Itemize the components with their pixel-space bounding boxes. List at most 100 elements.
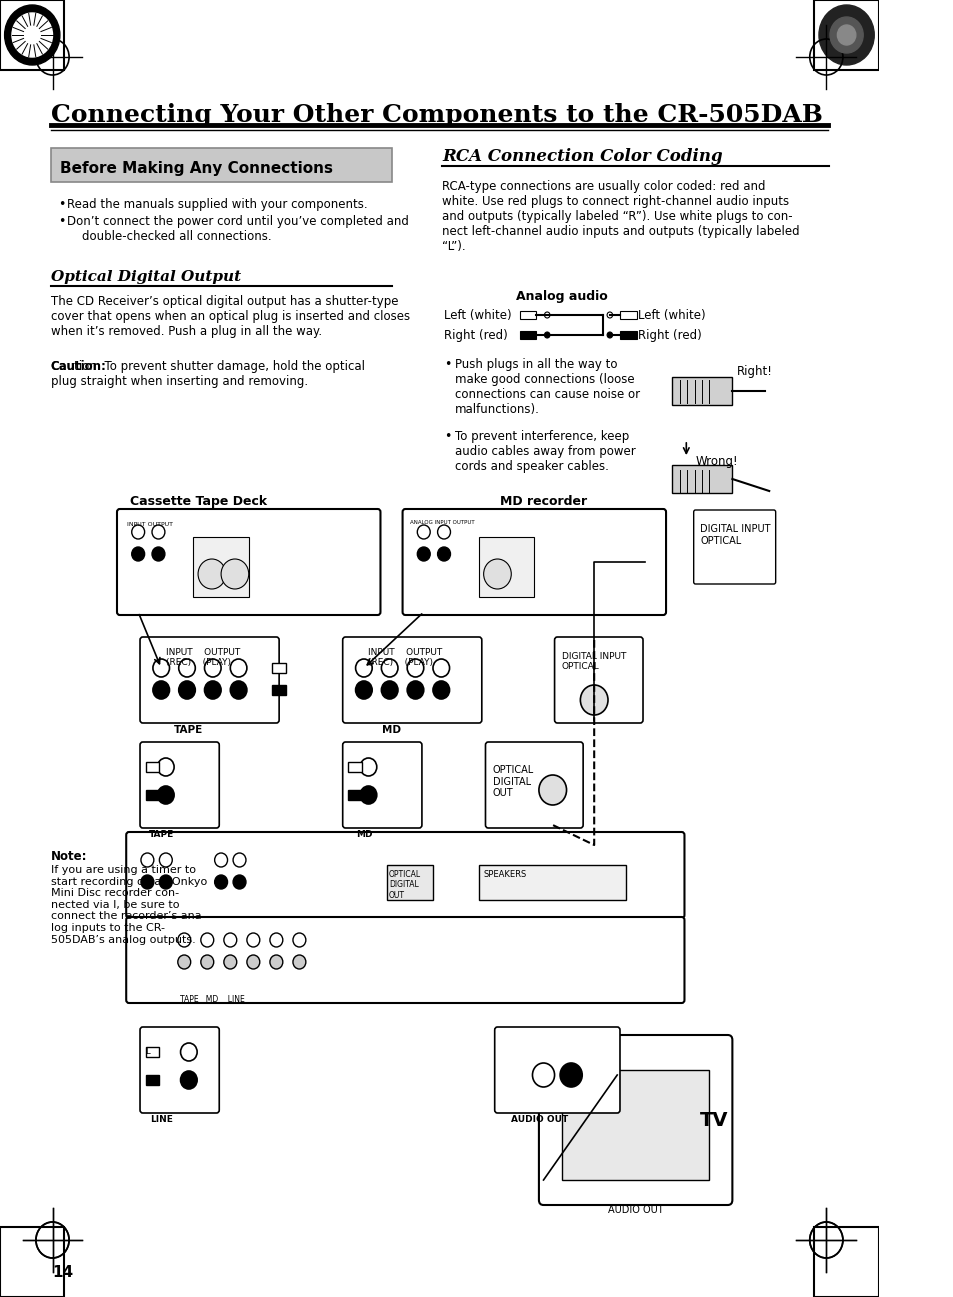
Circle shape (230, 681, 247, 699)
Bar (814, 0, 878, 70)
Circle shape (538, 776, 566, 805)
Circle shape (270, 933, 282, 947)
Circle shape (837, 25, 855, 45)
Circle shape (829, 17, 862, 53)
Text: TAPE   MD    LINE: TAPE MD LINE (179, 995, 244, 1004)
Circle shape (204, 681, 221, 699)
Circle shape (355, 659, 372, 677)
Text: Connecting Your Other Components to the CR-505DAB: Connecting Your Other Components to the … (51, 102, 821, 127)
FancyBboxPatch shape (140, 742, 219, 827)
FancyBboxPatch shape (140, 637, 279, 722)
Circle shape (178, 659, 195, 677)
Bar (146, 1075, 159, 1086)
Text: •: • (58, 198, 66, 211)
Bar (272, 663, 285, 673)
Text: Cassette Tape Deck: Cassette Tape Deck (130, 495, 266, 508)
Bar (814, 1227, 878, 1297)
Circle shape (198, 559, 226, 589)
Circle shape (159, 875, 172, 888)
Circle shape (141, 853, 153, 866)
Bar (348, 763, 361, 772)
Circle shape (416, 547, 430, 562)
Circle shape (224, 933, 236, 947)
Text: If you are using a timer to
start recording on an Onkyo
Mini Disc recorder con-
: If you are using a timer to start record… (51, 865, 207, 944)
Circle shape (152, 681, 170, 699)
Circle shape (152, 547, 165, 562)
Text: MD recorder: MD recorder (499, 495, 586, 508)
Text: Note:: Note: (51, 850, 87, 863)
Text: AUDIO OUT: AUDIO OUT (607, 1205, 662, 1215)
Circle shape (159, 853, 172, 866)
Text: Left (white): Left (white) (638, 309, 705, 322)
FancyBboxPatch shape (140, 1027, 219, 1113)
Circle shape (224, 955, 236, 969)
Circle shape (157, 786, 174, 804)
Text: Caution:: Caution: (51, 361, 107, 374)
Circle shape (407, 681, 423, 699)
Bar (519, 311, 536, 319)
Text: MD: MD (355, 830, 372, 839)
Text: SPEAKERS: SPEAKERS (483, 870, 526, 879)
Text: ANALOG INPUT OUTPUT: ANALOG INPUT OUTPUT (410, 520, 474, 525)
Circle shape (132, 547, 145, 562)
Circle shape (132, 525, 145, 540)
Text: L: L (146, 1048, 150, 1057)
Circle shape (247, 933, 259, 947)
Circle shape (433, 659, 449, 677)
Circle shape (407, 659, 423, 677)
Text: OPTICAL
DIGITAL
OUT: OPTICAL DIGITAL OUT (493, 765, 534, 798)
Text: 14: 14 (52, 1265, 73, 1280)
Circle shape (178, 681, 195, 699)
Circle shape (381, 681, 397, 699)
Circle shape (204, 659, 221, 677)
Bar (478, 865, 626, 900)
Text: Read the manuals supplied with your components.: Read the manuals supplied with your comp… (67, 198, 368, 211)
Text: DIGITAL INPUT
OPTICAL: DIGITAL INPUT OPTICAL (561, 652, 626, 672)
Circle shape (157, 757, 174, 776)
Circle shape (544, 313, 549, 318)
FancyBboxPatch shape (342, 742, 421, 827)
Text: Optical Digital Output: Optical Digital Output (51, 270, 240, 284)
Circle shape (606, 332, 612, 339)
FancyBboxPatch shape (495, 1027, 619, 1113)
Bar (672, 466, 732, 493)
Circle shape (233, 853, 246, 866)
Text: INPUT    OUTPUT
(REC)    (PLAY): INPUT OUTPUT (REC) (PLAY) (166, 648, 240, 668)
FancyBboxPatch shape (693, 510, 775, 584)
Circle shape (483, 559, 511, 589)
Circle shape (293, 955, 306, 969)
Bar (619, 331, 636, 339)
Text: RCA Connection Color Coding: RCA Connection Color Coding (442, 148, 722, 165)
Text: DIGITAL INPUT
OPTICAL: DIGITAL INPUT OPTICAL (700, 524, 770, 546)
Circle shape (152, 659, 170, 677)
Circle shape (247, 955, 259, 969)
Circle shape (606, 313, 612, 318)
Circle shape (559, 1064, 581, 1087)
FancyBboxPatch shape (126, 917, 683, 1003)
Text: MD: MD (381, 725, 400, 735)
Text: OPTICAL
DIGITAL
OUT: OPTICAL DIGITAL OUT (389, 870, 420, 900)
Circle shape (177, 933, 191, 947)
Circle shape (532, 1064, 554, 1087)
FancyBboxPatch shape (342, 637, 481, 722)
Text: •: • (58, 215, 66, 228)
Text: Don’t connect the power cord until you’ve completed and
    double-checked all c: Don’t connect the power cord until you’v… (67, 215, 409, 243)
Circle shape (141, 875, 153, 888)
Text: TV: TV (700, 1110, 728, 1130)
Text: To prevent interference, keep
audio cables away from power
cords and speaker cab: To prevent interference, keep audio cabl… (455, 431, 635, 473)
Circle shape (360, 786, 376, 804)
Bar (519, 331, 536, 339)
FancyBboxPatch shape (402, 508, 665, 615)
Bar (619, 311, 636, 319)
Text: Caution: To prevent shutter damage, hold the optical
plug straight when insertin: Caution: To prevent shutter damage, hold… (51, 361, 364, 388)
Circle shape (201, 933, 213, 947)
FancyBboxPatch shape (538, 1035, 732, 1205)
Circle shape (433, 681, 449, 699)
Text: •: • (443, 431, 451, 444)
Text: INPUT    OUTPUT
(REC)    (PLAY): INPUT OUTPUT (REC) (PLAY) (368, 648, 442, 668)
Text: Wrong!: Wrong! (695, 455, 738, 468)
Circle shape (201, 955, 213, 969)
Bar (51, 148, 391, 182)
Text: AUDIO OUT: AUDIO OUT (511, 1115, 568, 1124)
Circle shape (180, 1071, 197, 1089)
